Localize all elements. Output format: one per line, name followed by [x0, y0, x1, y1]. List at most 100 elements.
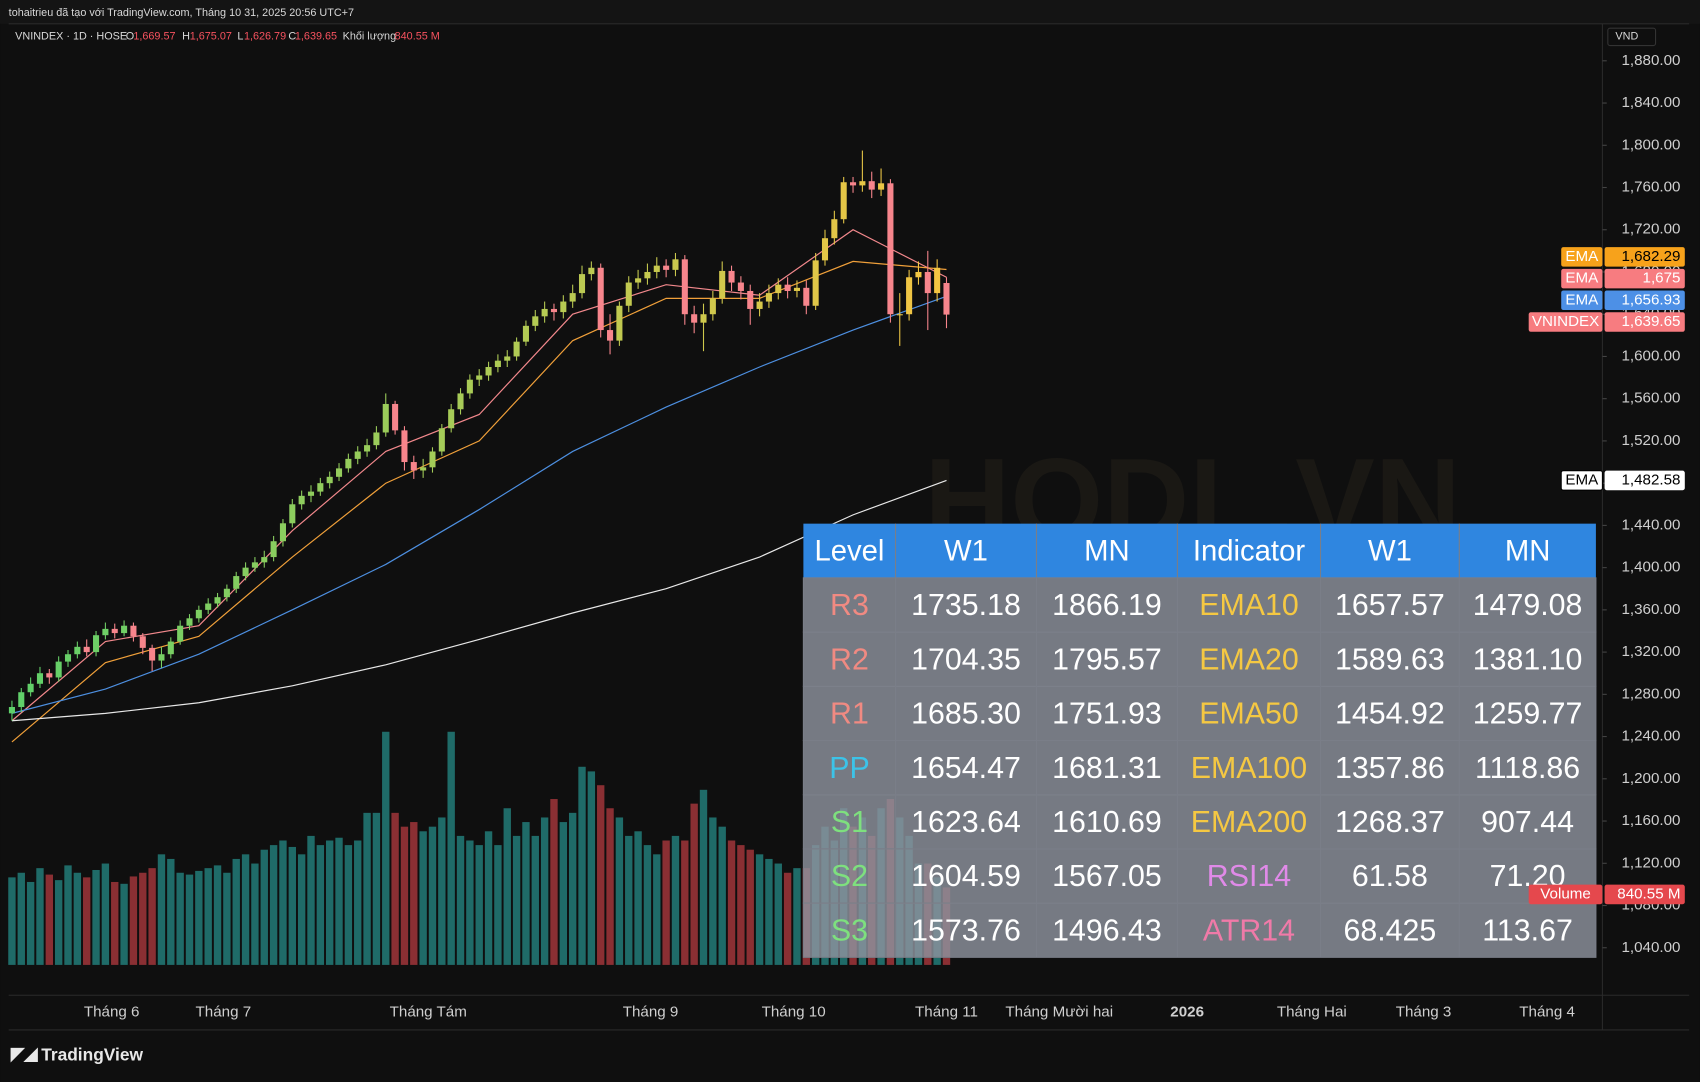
- table-row-bg: [802, 577, 1597, 633]
- volume-bar: [428, 826, 437, 965]
- candle-body: [821, 238, 829, 261]
- candle-body: [186, 618, 193, 626]
- volume-bar: [372, 812, 381, 965]
- legend-volume-label: Khối lượng: [343, 31, 396, 43]
- y-tick-label: 1,560.00: [1621, 390, 1680, 407]
- volume-bar: [213, 865, 222, 965]
- volume-bar: [204, 868, 212, 965]
- table-cell: EMA100: [1191, 752, 1307, 785]
- table-header-cell: W1: [1368, 536, 1412, 568]
- volume-bar: [241, 854, 250, 965]
- candle-body: [27, 683, 34, 693]
- candle-body: [205, 603, 212, 610]
- candle-body: [149, 647, 156, 661]
- volume-bar: [438, 817, 446, 965]
- volume-bar: [148, 868, 156, 965]
- candle-body: [261, 557, 268, 563]
- candle-body: [485, 367, 492, 376]
- price-badge-name-box: [1528, 312, 1603, 332]
- table-cell: 1118.86: [1475, 752, 1580, 785]
- candle-body: [700, 314, 707, 323]
- volume-bar: [737, 845, 745, 965]
- y-tick-label: 1,120.00: [1621, 854, 1680, 871]
- volume-bar: [568, 812, 577, 965]
- legend-high: 1,675.07: [190, 31, 232, 43]
- candle-body: [719, 270, 726, 299]
- volume-bar: [344, 845, 353, 965]
- currency: VND: [1615, 31, 1638, 43]
- candle-body: [158, 654, 165, 661]
- candle-body: [607, 330, 614, 341]
- candle-body: [915, 271, 922, 278]
- volume-bar: [709, 817, 717, 965]
- candle-body: [560, 301, 567, 313]
- price-badge-name-box: [1561, 268, 1603, 289]
- volume-bar: [774, 863, 782, 965]
- candle-body: [840, 182, 847, 220]
- table-cell: 1681.31: [1052, 752, 1162, 785]
- table-cell: R3: [830, 589, 869, 622]
- candle-body: [691, 314, 698, 323]
- table-cell: ATR14: [1203, 914, 1295, 947]
- volume-bar: [101, 863, 110, 965]
- price-badge-value: 1,656.93: [1621, 291, 1680, 308]
- table-cell: EMA10: [1199, 589, 1299, 622]
- candle-body: [793, 287, 800, 291]
- table-row-bg: [802, 739, 1597, 796]
- table-header-bg: [803, 523, 1596, 578]
- table-cell: 1685.30: [911, 698, 1021, 731]
- volume-bar: [260, 849, 268, 965]
- table-header-cell: MN: [1084, 536, 1130, 568]
- table-cell: 907.44: [1481, 806, 1574, 839]
- candle-body: [765, 293, 772, 302]
- table-row-bg: [802, 848, 1597, 904]
- plot: [8, 150, 951, 965]
- legend-open: 1,669.57: [133, 31, 175, 43]
- table-cell: 1866.19: [1052, 589, 1162, 622]
- volume-bar: [83, 877, 91, 965]
- y-tick-label: 1,840.00: [1621, 94, 1680, 111]
- candle-body: [307, 491, 315, 496]
- volume-bar: [279, 840, 287, 965]
- volume-bar: [400, 826, 409, 965]
- volume-bar: [559, 822, 568, 965]
- volume-bar: [120, 883, 128, 965]
- table-header-cell: W1: [944, 536, 988, 568]
- y-tick-label: 1,760.00: [1621, 179, 1680, 196]
- candle-body: [588, 267, 595, 275]
- y-tick-label: 1,600.00: [1621, 347, 1680, 364]
- price-badge-value-box: [1604, 290, 1685, 311]
- volume-bar: [727, 840, 736, 965]
- volume-bar: [718, 826, 726, 965]
- candle-body: [270, 541, 277, 558]
- candle-body: [635, 278, 642, 283]
- table-header-cell: Level: [814, 536, 884, 568]
- table-row-bg: [802, 794, 1597, 850]
- currency-box: [1607, 27, 1657, 47]
- table-cell: 1610.69: [1052, 806, 1162, 839]
- table-cell: 1623.64: [911, 806, 1021, 839]
- volume-bar: [512, 835, 521, 965]
- candle-body: [448, 409, 455, 429]
- candle-body: [494, 360, 501, 368]
- volume-bar: [410, 822, 418, 965]
- volume-bar: [484, 831, 493, 965]
- candle-body: [345, 458, 352, 469]
- volume-bar: [503, 808, 511, 965]
- volume-bar: [382, 731, 390, 965]
- price-badge-name: EMA: [1565, 248, 1599, 265]
- table-cell: 1259.77: [1473, 698, 1583, 731]
- candle-body: [93, 635, 100, 653]
- volume-bar: [391, 812, 399, 965]
- volume-bar: [494, 845, 502, 965]
- volume-bar: [615, 817, 624, 965]
- table-cell: 1381.10: [1473, 643, 1583, 676]
- y-tick-label: 1,360.00: [1621, 601, 1680, 618]
- volume-bar: [578, 766, 586, 965]
- price-badge-name: VNINDEX: [1532, 313, 1599, 330]
- volume-bar: [662, 840, 670, 965]
- volume-bar: [36, 868, 44, 965]
- volume-bar: [354, 840, 362, 965]
- price-badge-name: EMA: [1565, 270, 1599, 287]
- candle-body: [522, 325, 529, 342]
